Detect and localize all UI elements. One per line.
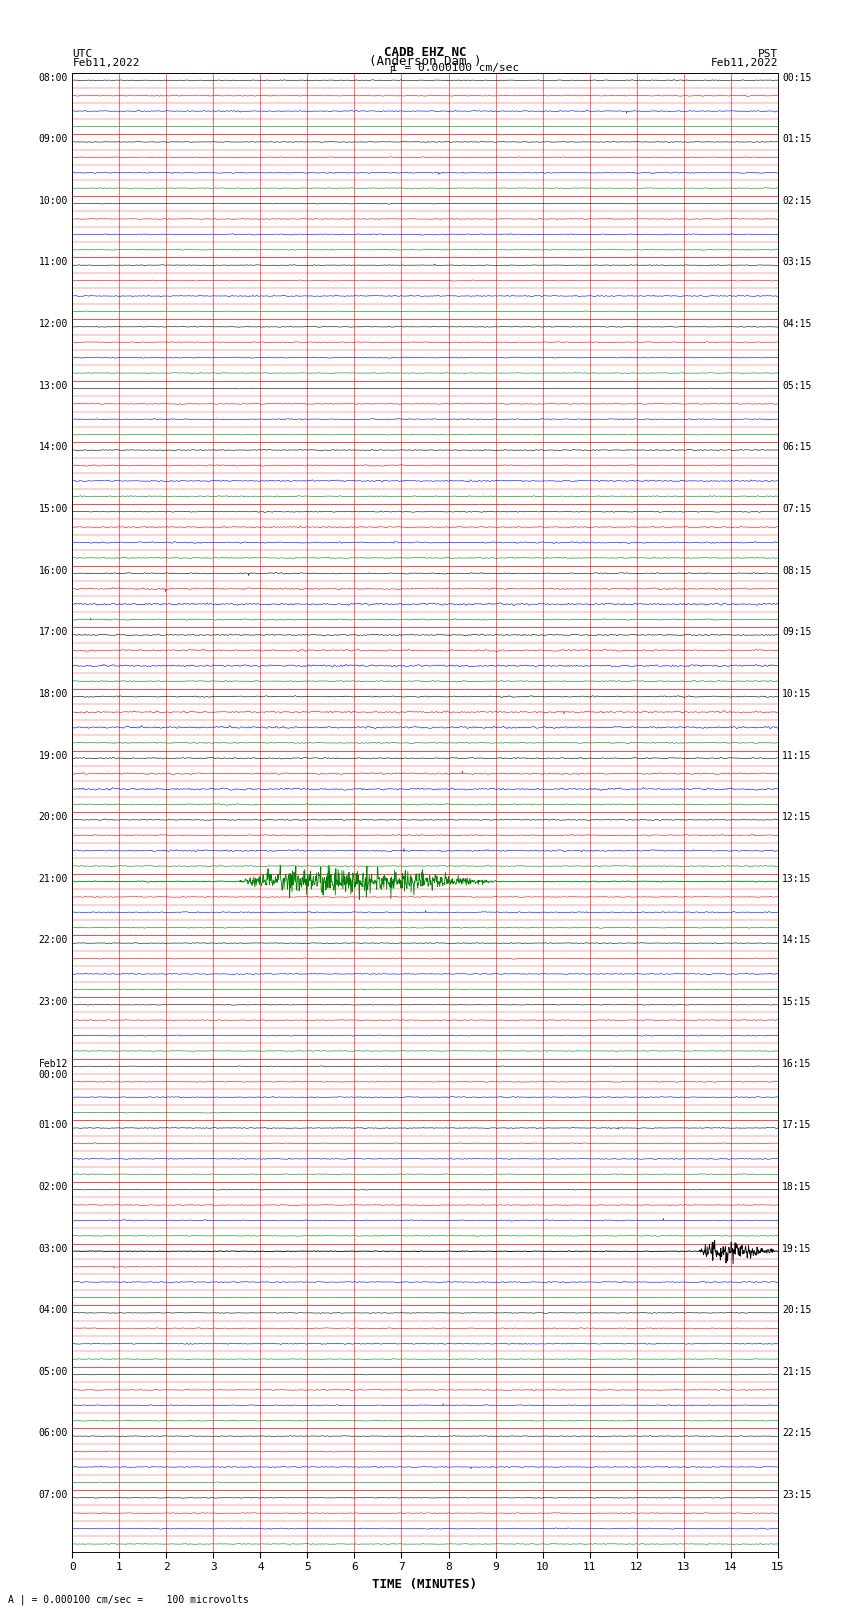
- Text: ┌: ┌: [387, 63, 394, 73]
- Text: UTC: UTC: [72, 48, 93, 58]
- Text: I = 0.000100 cm/sec: I = 0.000100 cm/sec: [391, 63, 519, 73]
- Text: Feb11,2022: Feb11,2022: [711, 58, 778, 68]
- Text: Feb11,2022: Feb11,2022: [72, 58, 139, 68]
- Text: A | = 0.000100 cm/sec =    100 microvolts: A | = 0.000100 cm/sec = 100 microvolts: [8, 1594, 249, 1605]
- X-axis label: TIME (MINUTES): TIME (MINUTES): [372, 1578, 478, 1590]
- Text: CADB EHZ NC: CADB EHZ NC: [383, 45, 467, 58]
- Text: (Anderson Dam ): (Anderson Dam ): [369, 55, 481, 68]
- Text: PST: PST: [757, 48, 778, 58]
